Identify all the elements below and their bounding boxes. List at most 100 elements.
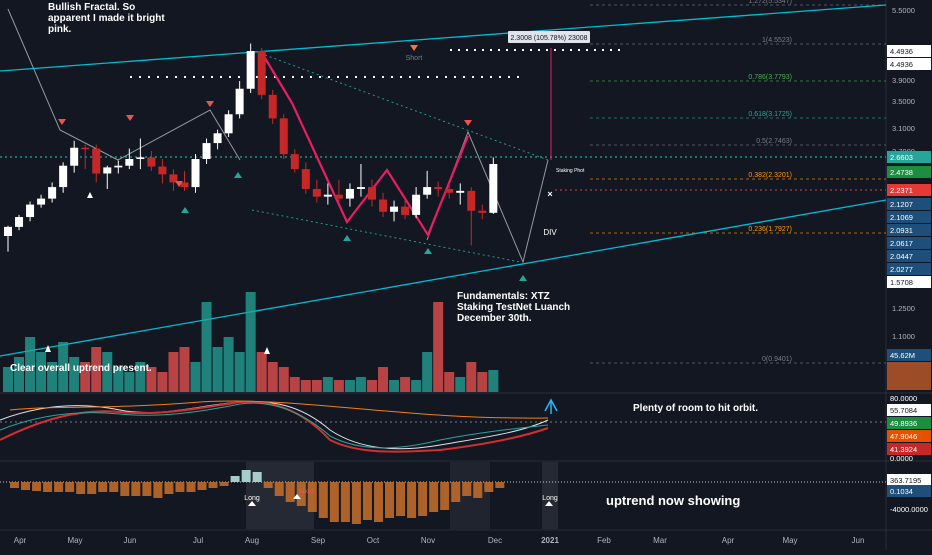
- time-axis-label: Oct: [367, 536, 380, 545]
- price-axis-badge: [887, 151, 931, 163]
- buy-triangle-marker: [343, 235, 351, 241]
- momentum-bar: [10, 482, 19, 488]
- volume-bar: [355, 377, 366, 392]
- long-signal-marker: [293, 494, 301, 499]
- measure-label-box: [508, 31, 590, 43]
- volume-bar: [58, 342, 69, 392]
- time-axis-label: Apr: [722, 536, 735, 545]
- candle-body: [70, 147, 79, 166]
- staking-label: Staking Phot: [556, 168, 585, 174]
- volume-bar: [190, 362, 201, 392]
- volume-bar: [113, 367, 124, 392]
- candle-body: [15, 217, 24, 227]
- bullish-fractal-note: Bullish Fractal. So apparent I made it b…: [48, 2, 165, 35]
- momentum-bar: [65, 482, 75, 492]
- momentum-bar: [175, 482, 185, 492]
- long-label-2: Long: [542, 495, 558, 502]
- momentum-bar: [396, 482, 406, 516]
- oscillator-tick: 49.8936: [890, 419, 917, 428]
- candle-body: [334, 194, 343, 199]
- candle-body: [489, 164, 498, 213]
- short-label-2: Short: [299, 489, 314, 495]
- price-axis-tick: 3.5000: [892, 97, 915, 106]
- grey-fractal-zigzag: [7, 8, 241, 161]
- momentum-bar: [495, 482, 505, 488]
- candle-body: [390, 206, 399, 212]
- momentum-tick: 0.1034: [890, 487, 913, 496]
- price-axis-badge-text: 2.1207: [890, 200, 913, 209]
- oscillator-badge: [887, 417, 931, 429]
- momentum-bar: [98, 482, 108, 492]
- time-axis-label: Aug: [245, 536, 259, 545]
- volume-bar: [168, 352, 179, 392]
- candle-body: [257, 51, 266, 95]
- time-axis-label: May: [67, 536, 82, 545]
- momentum-badge-2: [887, 485, 931, 497]
- price-axis-tick: 5.5000: [892, 6, 915, 15]
- volume-bar: [400, 377, 411, 392]
- momentum-bar: [263, 482, 273, 488]
- momentum-bar: [131, 482, 141, 496]
- price-axis-badge-text: 2.0617: [890, 239, 913, 248]
- momentum-bar: [109, 482, 119, 492]
- time-axis-label: Jun: [852, 536, 865, 545]
- momentum-bar: [208, 482, 218, 488]
- momentum-tick: 363.7195: [890, 476, 921, 485]
- price-axis-badge: [887, 224, 931, 236]
- price-axis-badge-text: 2.0447: [890, 252, 913, 261]
- candle-body: [356, 187, 365, 189]
- candle-body: [268, 94, 277, 119]
- volume-bar: [201, 302, 212, 392]
- momentum-badge-1: [887, 474, 931, 486]
- candle-body: [136, 157, 145, 160]
- buy-triangle-marker: [181, 207, 189, 213]
- price-axis-badge: [887, 198, 931, 210]
- momentum-bar: [462, 482, 472, 496]
- orbit-note: Plenty of room to hit orbit.: [633, 403, 758, 414]
- long-label-1: Long: [244, 495, 260, 502]
- candle-body: [367, 187, 376, 200]
- time-axis-label: 2021: [541, 536, 559, 545]
- candle-body: [180, 182, 189, 188]
- momentum-bar: [186, 482, 196, 492]
- candle-body: [301, 169, 310, 189]
- volume-bar: [3, 367, 13, 392]
- price-axis-badge: [887, 211, 931, 223]
- volume-bar: [14, 357, 25, 392]
- price-axis-badge-text: 2.2371: [890, 186, 913, 195]
- volume-bar: [36, 352, 47, 392]
- momentum-bar: [307, 482, 317, 512]
- measure-label: 2.3008 (105.78%) 23008: [510, 35, 587, 42]
- volume-bar: [102, 352, 113, 392]
- momentum-bar: [142, 482, 152, 496]
- wedge-lower-line: [251, 209, 521, 263]
- oscillator-tick: 41.3924: [890, 445, 917, 454]
- momentum-bar: [230, 476, 240, 482]
- momentum-bar: [440, 482, 450, 510]
- momentum-bar: [241, 470, 251, 482]
- time-axis-label: Apr: [14, 536, 27, 545]
- price-axis-badge-text: 2.0931: [890, 226, 913, 235]
- candle-body: [202, 143, 211, 160]
- candle-body: [213, 133, 222, 144]
- candle-body: [224, 114, 233, 134]
- buy-triangle-marker: [519, 275, 527, 281]
- price-axis-badge-text: 4.4936: [890, 60, 913, 69]
- candle-body: [478, 210, 487, 213]
- volume-bar: [444, 372, 455, 392]
- price-axis-badge: [887, 45, 931, 57]
- volume-bar: [47, 362, 58, 392]
- candle-body: [445, 188, 454, 193]
- time-axis-label: Mar: [653, 536, 667, 545]
- sell-triangle-marker: [464, 120, 472, 126]
- wedge-upper-line: [264, 54, 549, 161]
- momentum-bar: [21, 482, 31, 490]
- volume-bar: [300, 380, 311, 392]
- uptrend-present-note: Clear overall uptrend present.: [10, 363, 152, 374]
- candle-body: [412, 194, 421, 215]
- oscillator-badge: [887, 404, 931, 416]
- candle-body: [279, 118, 288, 155]
